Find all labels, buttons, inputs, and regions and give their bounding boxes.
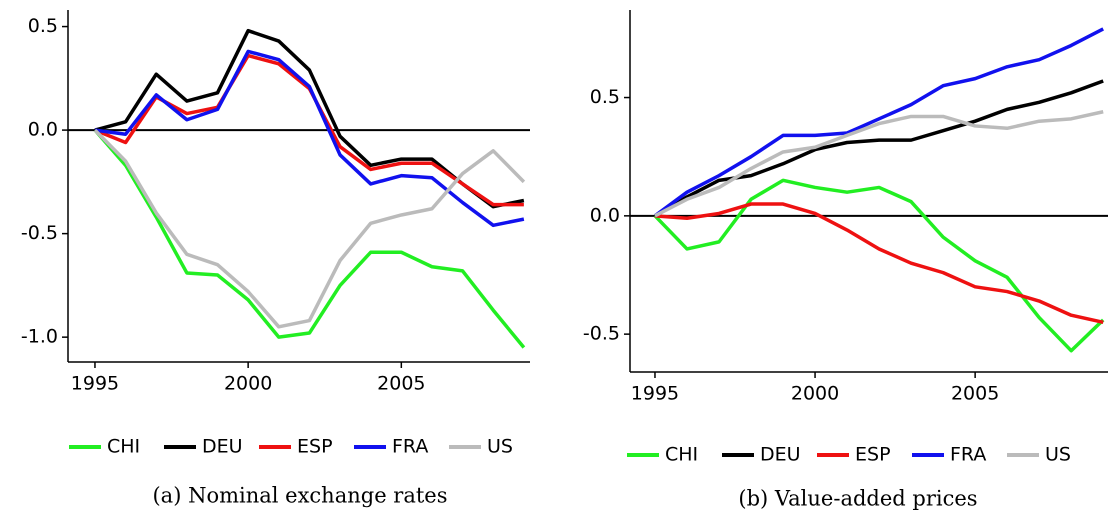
legend-label: US [1045,444,1071,466]
y-tick-label: 0.5 [590,86,620,108]
x-tick-label: 2005 [377,373,425,395]
line [653,27,1105,218]
legend-label: ESP [297,436,333,458]
legend-label: DEU [202,436,243,458]
caption: (b) Value-added prices [738,487,977,511]
legend-label: US [487,436,513,458]
x-tick-label: 1995 [631,383,679,405]
line [654,79,1104,218]
legend-label: CHI [665,444,698,466]
caption: (a) Nominal exchange rates [152,484,447,508]
y-tick-label: -1.0 [21,326,58,348]
line [93,128,526,329]
y-tick-label: 0.0 [590,204,620,226]
y-tick-label: 0.0 [28,119,58,141]
x-tick-label: 2005 [951,383,999,405]
line [654,202,1104,325]
line [653,178,1105,353]
x-tick-label: 1995 [71,373,119,395]
legend-label: CHI [107,436,140,458]
y-tick-label: 0.5 [28,15,58,37]
legend-label: FRA [392,436,428,458]
line [93,128,526,349]
x-tick-label: 2000 [791,383,839,405]
legend-label: ESP [855,444,891,466]
x-tick-label: 2000 [224,373,272,395]
line [654,110,1104,218]
line [94,49,525,228]
legend-label: FRA [950,444,986,466]
y-tick-label: -0.5 [583,323,620,345]
legend-label: DEU [760,444,801,466]
y-tick-label: -0.5 [21,222,58,244]
